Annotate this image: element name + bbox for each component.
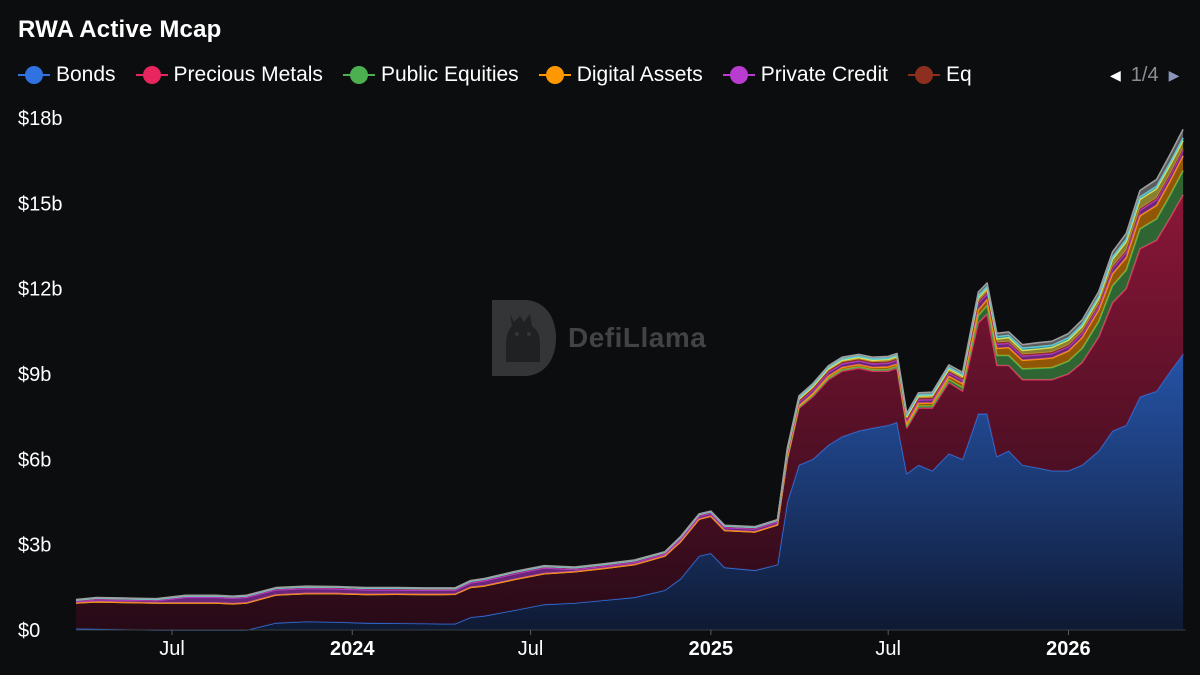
series-area-precious-metals: [76, 194, 1184, 631]
legend-item-public-equities[interactable]: Public Equities: [342, 63, 519, 87]
x-tick-label: 2026: [1046, 638, 1091, 660]
y-tick-label: $0: [18, 620, 40, 642]
series-line-bonds: [75, 353, 1184, 631]
chart-title: RWA Active Mcap: [18, 16, 222, 43]
legend-item-digital-assets[interactable]: Digital Assets: [538, 63, 703, 87]
series-line-series-8: [75, 129, 1184, 601]
legend-label: Eq: [945, 63, 972, 86]
legend-item-bonds[interactable]: Bonds: [18, 63, 116, 87]
legend-label: Digital Assets: [576, 63, 703, 86]
legend-item-private-credit[interactable]: Private Credit: [722, 63, 888, 87]
llama-logo-icon: [492, 300, 556, 376]
legend-item-eq[interactable]: Eq: [907, 63, 972, 87]
x-tick-label: Jul: [159, 638, 185, 660]
x-tick-label: Jul: [875, 638, 901, 660]
series-area-bonds: [76, 354, 1184, 630]
caret-right-icon[interactable]: ▶: [1168, 66, 1180, 83]
legend-marker-icon: [135, 65, 168, 85]
legend-label: Precious Metals: [173, 63, 323, 86]
legend-label: Bonds: [56, 63, 116, 86]
legend-marker-icon: [538, 65, 571, 85]
x-tick-label: Jul: [518, 638, 544, 660]
x-tick-label: 2025: [689, 638, 734, 660]
legend-marker-icon: [342, 65, 375, 85]
legend-items: Bonds Precious Metals Public Equities Di…: [18, 63, 1098, 87]
y-tick-label: $3b: [18, 535, 51, 557]
x-tick-label: 2024: [330, 638, 375, 660]
y-tick-label: $12b: [18, 279, 63, 301]
legend-marker-icon: [722, 65, 755, 85]
y-tick-label: $6b: [18, 449, 51, 471]
y-tick-label: $9b: [18, 364, 51, 386]
legend-item-precious-metals[interactable]: Precious Metals: [135, 63, 323, 87]
caret-left-icon[interactable]: ◀: [1110, 66, 1121, 83]
chart-legend: Bonds Precious Metals Public Equities Di…: [18, 60, 1188, 90]
y-tick-label: $18b: [18, 108, 63, 130]
legend-label: Private Credit: [760, 63, 888, 86]
legend-pager: ◀ 1/4 ▶: [1104, 64, 1185, 87]
watermark-text: DefiLlama: [568, 322, 707, 353]
watermark: DefiLlama: [490, 300, 706, 376]
legend-label: Public Equities: [380, 63, 519, 86]
y-tick-label: $15b: [18, 193, 63, 215]
legend-marker-icon: [907, 65, 940, 85]
legend-page-indicator: 1/4: [1130, 63, 1159, 86]
legend-marker-icon: [18, 65, 50, 85]
